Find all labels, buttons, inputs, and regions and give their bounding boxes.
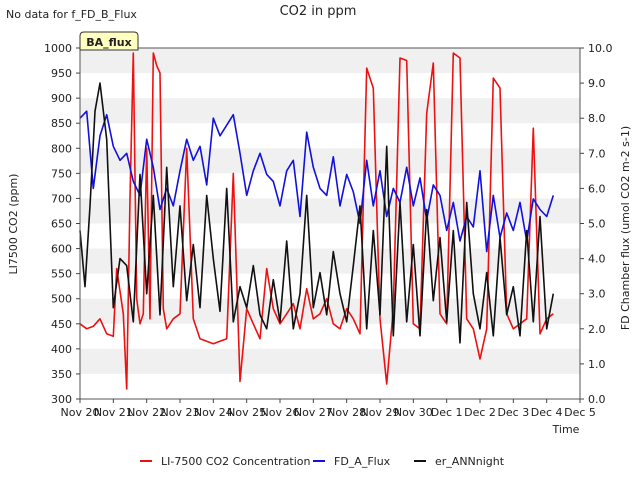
grid-bands — [80, 48, 580, 374]
y-right-tick-label: 10.0 — [588, 42, 613, 55]
y-left-tick-label: 550 — [51, 268, 72, 281]
y-left-tick-label: 400 — [51, 343, 72, 356]
y-left-tick-label: 300 — [51, 393, 72, 406]
y-right-tick-label: 1.0 — [588, 358, 606, 371]
x-tick-label: Dec 2 — [464, 406, 496, 419]
y-left-tick-label: 350 — [51, 368, 72, 381]
legend: LI-7500 CO2 Concentration FD_A_Flux er_ANN… — [140, 455, 505, 468]
y-left-tick-label: 850 — [51, 117, 72, 130]
y-left-tick-label: 750 — [51, 167, 72, 180]
y-left-tick-label: 450 — [51, 318, 72, 331]
x-tick-label: Nov 23 — [161, 406, 200, 419]
x-tick-label: Nov 24 — [194, 406, 233, 419]
y-left-tick-label: 800 — [51, 142, 72, 155]
y-left-tick-label: 700 — [51, 192, 72, 205]
y-left-tick-label: 650 — [51, 218, 72, 231]
y-left-tick-label: 900 — [51, 92, 72, 105]
right-axis: 0.0 1.0 2.0 3.0 4.0 5.0 6.0 7.0 8.0 9.0 10.0 — [580, 42, 613, 406]
ba-flux-badge: BA_flux — [79, 31, 139, 51]
y-axis-label-left: LI7500 CO2 (ppm) — [7, 174, 20, 275]
series-layer — [79, 52, 555, 390]
legend-label: LI-7500 CO2 Concentration — [161, 455, 311, 468]
grid-band — [80, 348, 580, 374]
series-line-3 — [79, 82, 555, 344]
chart-title: CO2 in ppm — [280, 4, 357, 19]
x-tick-label: Nov 27 — [294, 406, 333, 419]
y-left-tick-label: 1000 — [44, 42, 72, 55]
y-left-tick-label: 950 — [51, 67, 72, 80]
series-line-2 — [79, 110, 555, 253]
x-tick-label: Dec 4 — [531, 406, 563, 419]
x-tick-label: Nov 28 — [327, 406, 366, 419]
grid-band — [80, 48, 580, 74]
legend-label: FD_A_Flux — [334, 455, 391, 468]
x-tick-label: Dec 5 — [564, 406, 596, 419]
y-right-tick-label: 2.0 — [588, 323, 606, 336]
x-tick-label: Nov 30 — [394, 406, 433, 419]
y-left-tick-label: 600 — [51, 243, 72, 256]
x-tick-label: Nov 25 — [227, 406, 266, 419]
x-tick-label: Dec 1 — [431, 406, 463, 419]
no-data-note: No data for f_FD_B_Flux — [6, 8, 137, 21]
y-right-tick-label: 9.0 — [588, 77, 606, 90]
grid-band — [80, 148, 580, 174]
y-right-tick-label: 3.0 — [588, 288, 606, 301]
legend-label: er_ANNnight — [435, 455, 505, 468]
y-left-tick-label: 500 — [51, 293, 72, 306]
y-right-tick-label: 7.0 — [588, 147, 606, 160]
y-right-tick-label: 4.0 — [588, 253, 606, 266]
y-right-tick-label: 8.0 — [588, 112, 606, 125]
x-tick-label: Nov 22 — [127, 406, 166, 419]
badge-label: BA_flux — [86, 36, 131, 49]
x-axis-label: Time — [552, 423, 580, 436]
x-tick-label: Nov 21 — [94, 406, 133, 419]
y-axis-label-right: FD Chamber flux (umol CO2 m-2 s-1) — [619, 126, 632, 330]
y-right-tick-label: 5.0 — [588, 218, 606, 231]
grid-band — [80, 98, 580, 124]
y-right-tick-label: 6.0 — [588, 182, 606, 195]
x-tick-label: Nov 20 — [61, 406, 100, 419]
y-right-tick-label: 0.0 — [588, 393, 606, 406]
left-axis: 300 350 400 450 500 550 600 650 700 750 800 850 900 9… — [44, 42, 80, 406]
x-tick-label: Dec 3 — [497, 406, 529, 419]
x-tick-label: Nov 29 — [361, 406, 400, 419]
x-tick-label: Nov 26 — [261, 406, 300, 419]
series-line-1 — [79, 52, 554, 390]
